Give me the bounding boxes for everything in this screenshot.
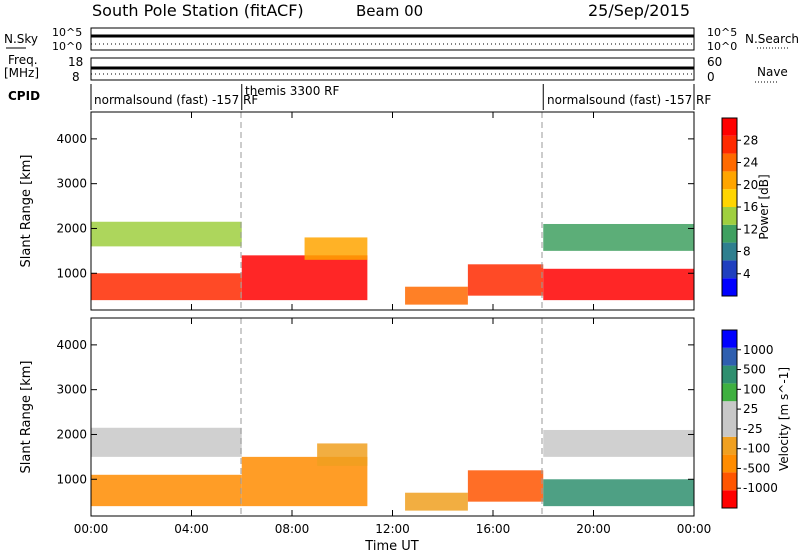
power-y-tick-label: 4000 [56, 132, 87, 146]
velocity-colorbar-swatch [722, 330, 737, 348]
power-data-region [91, 221, 242, 247]
cpid-segment-1: normalsound (fast) -157 RF [94, 93, 258, 107]
power-colorbar-swatch [722, 153, 737, 172]
power-colorbar-tick-label: 8 [743, 245, 751, 259]
nsearch-tick-top: 10^5 [707, 26, 737, 39]
velocity-y-axis-label: Slant Range [km] [19, 361, 34, 474]
power-colorbar-swatch [722, 189, 737, 207]
velocity-data-region [543, 429, 694, 457]
velocity-x-tick-label: 04:00 [174, 522, 209, 536]
power-data-region [405, 286, 468, 305]
power-colorbar-swatch [722, 171, 737, 190]
nsky-panel: N.Sky 10^5 10^0 10^5 10^0 N.Search [4, 26, 799, 53]
velocity-y-tick-label: 2000 [56, 427, 87, 441]
freq-tick-bottom: 8 [72, 70, 80, 84]
velocity-colorbar-tick-label: -1000 [743, 481, 778, 495]
nsearch-label: N.Search [745, 32, 799, 46]
velocity-colorbar: -1000 -500 -100 -25 25 100 500 1000 Velocity [m… [721, 329, 791, 509]
freq-label-line1: Freq. [8, 53, 38, 67]
velocity-colorbar-swatch [722, 436, 737, 455]
velocity-colorbar-swatch [722, 365, 737, 384]
power-colorbar-swatch [722, 260, 737, 279]
velocity-data-region [91, 474, 242, 507]
power-y-axis-label: Slant Range [km] [19, 155, 34, 268]
velocity-colorbar-swatch [722, 472, 737, 491]
velocity-colorbar-swatch [722, 454, 737, 473]
velocity-colorbar-tick-label: -25 [743, 422, 763, 436]
power-y-tick-label: 1000 [56, 266, 87, 280]
nave-tick-top: 60 [707, 55, 722, 69]
cpid-segment-3: normalsound (fast) -157 RF [547, 93, 711, 107]
velocity-colorbar-tick-label: 100 [743, 382, 766, 396]
power-panel: 1000 2000 3000 4000 Slant Range [km] [19, 111, 695, 311]
freq-label-line2: [MHz] [4, 66, 39, 80]
power-y-tick-label: 3000 [56, 177, 87, 191]
nave-tick-bottom: 0 [707, 70, 715, 84]
power-data-region [543, 268, 694, 301]
velocity-colorbar-tick-label: -500 [743, 461, 770, 475]
velocity-y-tick-label: 1000 [56, 472, 87, 486]
velocity-data-region [405, 492, 468, 511]
velocity-x-tick-label: 08:00 [275, 522, 310, 536]
velocity-colorbar-swatch [722, 347, 737, 366]
velocity-colorbar-tick-label: 1000 [743, 343, 774, 357]
velocity-colorbar-tick-label: -100 [743, 442, 770, 456]
power-data-region [241, 255, 368, 301]
cpid-panel: CPID normalsound (fast) -157 RF themis 3… [8, 84, 711, 110]
power-colorbar-tick-label: 28 [743, 133, 758, 147]
nsky-tick-top: 10^5 [52, 26, 82, 39]
velocity-data-region [543, 479, 694, 507]
date-title: 25/Sep/2015 [588, 1, 690, 20]
velocity-data-region [467, 470, 544, 502]
power-y-tick-label: 2000 [56, 221, 87, 235]
power-colorbar-swatch [722, 135, 737, 154]
velocity-x-tick-label: 00:00 [74, 522, 109, 536]
x-axis-label: Time UT [364, 539, 418, 554]
power-data-region [467, 264, 544, 296]
velocity-colorbar-tick-label: 25 [743, 402, 758, 416]
velocity-y-tick-label: 4000 [56, 338, 87, 352]
velocity-colorbar-swatch [722, 490, 737, 508]
power-data-region [91, 273, 242, 301]
power-colorbar-tick-label: 20 [743, 178, 758, 192]
freq-tick-top: 18 [68, 55, 83, 69]
power-colorbar-tick-label: 4 [743, 267, 751, 281]
velocity-colorbar-tick-label: 500 [743, 363, 766, 377]
power-colorbar-swatch [722, 118, 737, 136]
power-data-region [304, 237, 368, 260]
velocity-colorbar-swatch [722, 419, 737, 437]
cpid-segment-2: themis 3300 RF [245, 84, 339, 98]
power-colorbar-label: Power [dB] [757, 174, 771, 239]
power-colorbar-tick-label: 16 [743, 200, 758, 214]
power-colorbar: 4 8 12 16 20 24 28 Power [dB] [721, 117, 771, 297]
power-colorbar-swatch [722, 242, 737, 261]
power-data-region [543, 223, 694, 251]
freq-panel: Freq. [MHz] 18 8 60 0 Nave [4, 53, 788, 84]
velocity-x-tick-label: 00:00 [677, 522, 712, 536]
nsearch-tick-bottom: 10^0 [707, 40, 737, 53]
velocity-data-region [91, 427, 242, 457]
velocity-colorbar-swatch [722, 383, 737, 402]
velocity-x-tick-label: 12:00 [375, 522, 410, 536]
power-colorbar-swatch [722, 278, 737, 296]
velocity-x-tick-label: 16:00 [476, 522, 511, 536]
nsky-tick-bottom: 10^0 [52, 40, 82, 53]
velocity-x-tick-label: 20:00 [576, 522, 611, 536]
power-colorbar-tick-label: 24 [743, 156, 758, 170]
station-title: South Pole Station (fitACF) [92, 1, 304, 20]
nsky-label: N.Sky [4, 32, 38, 46]
velocity-panel: 1000 2000 3000 4000 00:00 04:00 08:00 12:00 16:0… [19, 317, 712, 554]
power-colorbar-tick-label: 12 [743, 222, 758, 236]
velocity-y-tick-label: 3000 [56, 383, 87, 397]
power-colorbar-swatch [722, 224, 737, 243]
velocity-data-region [317, 443, 368, 466]
velocity-colorbar-swatch [722, 401, 737, 419]
cpid-label: CPID [8, 89, 40, 103]
nave-label: Nave [757, 65, 788, 79]
velocity-colorbar-label: Velocity [m s^-1] [777, 367, 791, 471]
power-colorbar-swatch [722, 207, 737, 225]
beam-title: Beam 00 [356, 2, 423, 20]
